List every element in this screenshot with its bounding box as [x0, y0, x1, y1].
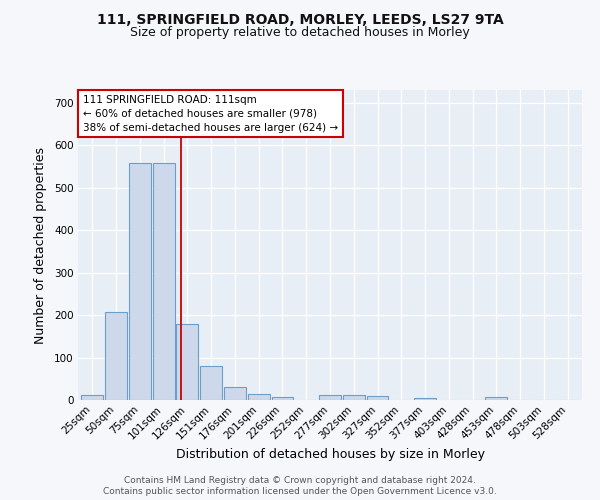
Text: Contains HM Land Registry data © Crown copyright and database right 2024.: Contains HM Land Registry data © Crown c… [124, 476, 476, 485]
Bar [152, 164, 175, 400]
Text: Size of property relative to detached houses in Morley: Size of property relative to detached ho… [130, 26, 470, 39]
Bar [414, 398, 436, 400]
Bar [224, 388, 246, 400]
X-axis label: Distribution of detached houses by size in Morley: Distribution of detached houses by size … [176, 448, 485, 461]
Bar [129, 164, 151, 400]
Text: 111, SPRINGFIELD ROAD, MORLEY, LEEDS, LS27 9TA: 111, SPRINGFIELD ROAD, MORLEY, LEEDS, LS… [97, 12, 503, 26]
Text: 111 SPRINGFIELD ROAD: 111sqm
← 60% of detached houses are smaller (978)
38% of s: 111 SPRINGFIELD ROAD: 111sqm ← 60% of de… [83, 94, 338, 132]
Bar [82, 395, 103, 400]
Text: Contains public sector information licensed under the Open Government Licence v3: Contains public sector information licen… [103, 487, 497, 496]
Bar [343, 396, 365, 400]
Bar [367, 396, 388, 400]
Bar [272, 396, 293, 400]
Bar [319, 396, 341, 400]
Bar [485, 397, 508, 400]
Bar [105, 312, 127, 400]
Bar [248, 394, 269, 400]
Bar [176, 324, 198, 400]
Y-axis label: Number of detached properties: Number of detached properties [34, 146, 47, 344]
Bar [200, 366, 222, 400]
